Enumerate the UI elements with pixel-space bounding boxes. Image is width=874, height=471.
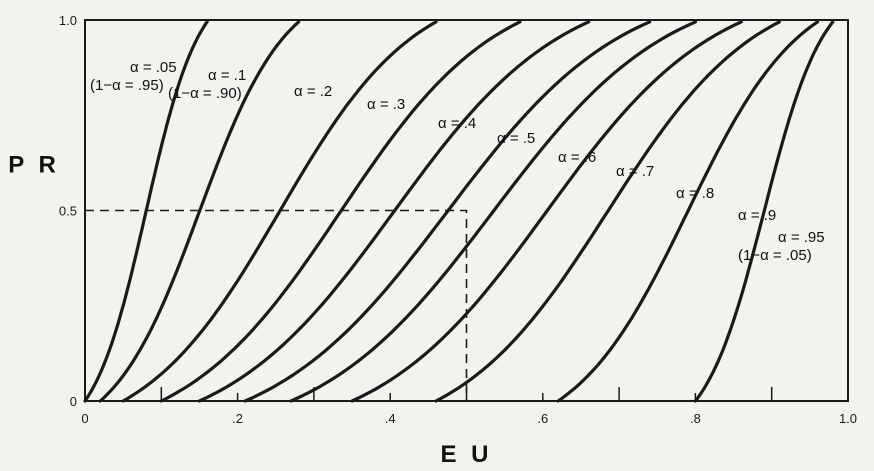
y-axis-title: P R bbox=[8, 151, 60, 178]
curve-label-alpha-0p1-complement: (1−α = .90) bbox=[168, 85, 242, 102]
x-tick-label: 0 bbox=[81, 411, 88, 426]
x-tick-label: .4 bbox=[385, 411, 396, 426]
y-tick-label: 1.0 bbox=[59, 13, 77, 28]
curve-label-alpha-0p9: α = .9 bbox=[738, 207, 776, 224]
curve-alpha-0p95 bbox=[693, 20, 835, 403]
x-axis-title: E U bbox=[440, 441, 492, 468]
curve-label-alpha-0p5: α = .5 bbox=[497, 130, 535, 147]
curve-alpha-0p3 bbox=[159, 20, 522, 403]
reference-dashed-line bbox=[85, 209, 468, 401]
curve-label-alpha-0p7: α = .7 bbox=[616, 163, 654, 180]
curve-label-alpha-0p8: α = .8 bbox=[676, 185, 714, 202]
x-tick-label: 1.0 bbox=[839, 411, 857, 426]
curve-label-alpha-0p1: α = .1 bbox=[208, 67, 246, 84]
curve-alpha-0p7 bbox=[350, 20, 743, 403]
curve-alpha-0p2 bbox=[121, 20, 438, 403]
curve-label-alpha-0p05: α = .05 bbox=[130, 59, 177, 76]
curve-label-alpha-0p6: α = .6 bbox=[558, 149, 596, 166]
x-tick-label: .2 bbox=[232, 411, 243, 426]
y-tick-label: 0 bbox=[70, 394, 77, 409]
curve-alpha-0p05 bbox=[83, 20, 209, 403]
curve-alpha-0p8 bbox=[434, 20, 781, 403]
x-tick-label: .6 bbox=[537, 411, 548, 426]
y-tick-label: 0.5 bbox=[59, 204, 77, 219]
curve-label-alpha-0p2: α = .2 bbox=[294, 83, 332, 100]
curve-alpha-0p9 bbox=[556, 20, 820, 403]
x-tick-label: .8 bbox=[690, 411, 701, 426]
curve-label-alpha-0p4: α = .4 bbox=[438, 115, 476, 132]
curve-label-alpha-0p3: α = .3 bbox=[367, 96, 405, 113]
curve-alpha-0p4 bbox=[197, 20, 591, 403]
curve-label-alpha-0p95: α = .95 bbox=[778, 229, 825, 246]
curve-alpha-0p5 bbox=[243, 20, 652, 403]
curve-label-alpha-0p95-complement: (1−α = .05) bbox=[738, 247, 812, 264]
curve-alpha-0p6 bbox=[289, 20, 697, 403]
curve-alpha-0p1 bbox=[98, 20, 301, 403]
curve-label-alpha-0p05-complement: (1−α = .95) bbox=[90, 77, 164, 94]
